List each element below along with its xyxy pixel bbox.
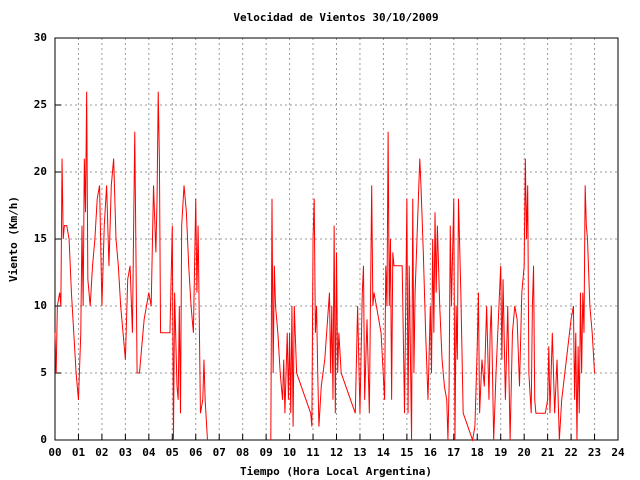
y-tick-label: 10 xyxy=(34,299,47,312)
x-tick-label: 16 xyxy=(424,446,438,459)
y-tick-label: 20 xyxy=(34,165,47,178)
x-tick-label: 09 xyxy=(260,446,273,459)
x-tick-label: 12 xyxy=(330,446,343,459)
x-tick-label: 05 xyxy=(166,446,179,459)
x-tick-label: 08 xyxy=(236,446,249,459)
x-tick-label: 01 xyxy=(72,446,86,459)
y-axis-label: Viento (Km/h) xyxy=(7,196,20,282)
x-tick-label: 21 xyxy=(541,446,555,459)
x-tick-label: 18 xyxy=(471,446,484,459)
x-tick-label: 02 xyxy=(95,446,108,459)
x-tick-label: 19 xyxy=(494,446,507,459)
x-tick-label: 17 xyxy=(447,446,460,459)
x-tick-label: 13 xyxy=(353,446,366,459)
x-tick-label: 15 xyxy=(400,446,413,459)
x-axis-label: Tiempo (Hora Local Argentina) xyxy=(240,465,432,478)
x-tick-label: 04 xyxy=(142,446,156,459)
plot-frame xyxy=(54,37,619,441)
x-tick-label: 14 xyxy=(377,446,391,459)
x-tick-label: 00 xyxy=(48,446,61,459)
y-tick-label: 0 xyxy=(40,433,47,446)
x-tick-label: 20 xyxy=(518,446,531,459)
y-tick-label: 25 xyxy=(34,98,47,111)
y-tick-label: 15 xyxy=(34,232,47,245)
y-tick-label: 5 xyxy=(40,366,47,379)
x-tick-label: 03 xyxy=(119,446,132,459)
y-tick-label: 30 xyxy=(34,31,47,44)
x-tick-label: 22 xyxy=(564,446,577,459)
x-tick-label: 24 xyxy=(611,446,625,459)
wind-line xyxy=(54,91,596,442)
x-tick-label: 23 xyxy=(588,446,601,459)
x-tick-label: 10 xyxy=(283,446,296,459)
x-tick-label: 07 xyxy=(213,446,226,459)
x-tick-label: 11 xyxy=(306,446,320,459)
x-tick-label: 06 xyxy=(189,446,203,459)
chart-title: Velocidad de Vientos 30/10/2009 xyxy=(233,11,438,24)
